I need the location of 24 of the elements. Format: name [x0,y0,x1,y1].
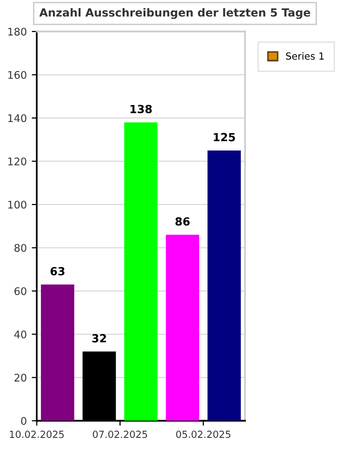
data-label: 86 [175,217,190,226]
data-label: 138 [130,104,152,114]
text: Series 1 [286,52,324,60]
bar [124,122,158,421]
y-tick-label: 160 [8,70,26,79]
data-label: 63 [50,267,64,276]
y-tick-label: 40 [14,330,26,338]
bar [166,234,200,421]
y-tick-label: 120 [8,157,26,166]
bar [40,284,74,421]
y-tick-label: 180 [8,28,26,36]
y-tick-label: 0 [21,416,26,425]
x-tick-label: 05.02.2025 [176,430,230,438]
y-tick-label: 20 [14,374,26,382]
x-tick-label: 07.02.2025 [92,430,148,438]
data-label: 32 [92,334,106,342]
y-tick-label: 80 [14,244,26,252]
data-label: 125 [214,132,235,142]
bar [208,150,241,421]
x-tick-label: 10.02.2025 [10,430,64,438]
chart-title: Anzahl Ausschreibungen der letzten 5 Tage [39,8,310,19]
y-tick-label: 100 [8,200,26,209]
y-tick-label: 140 [8,114,26,122]
y-tick-label: 60 [14,287,26,296]
